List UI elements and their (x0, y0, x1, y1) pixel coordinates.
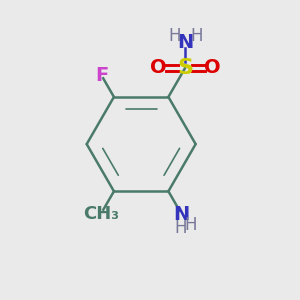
Text: N: N (173, 205, 190, 224)
Text: F: F (95, 66, 108, 85)
Text: N: N (177, 33, 194, 52)
Text: S: S (177, 58, 193, 78)
Text: CH₃: CH₃ (83, 205, 119, 223)
Text: H: H (190, 27, 203, 45)
Text: O: O (204, 58, 220, 77)
Text: H: H (168, 27, 180, 45)
Text: H: H (174, 219, 186, 237)
Text: H: H (184, 216, 197, 234)
Text: O: O (150, 58, 167, 77)
